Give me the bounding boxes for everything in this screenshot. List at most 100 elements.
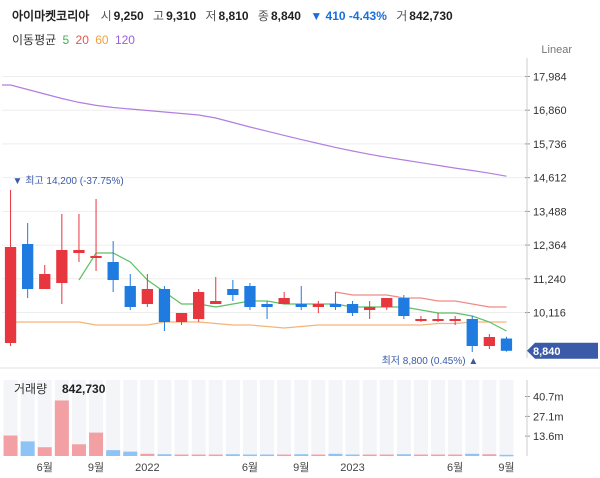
volume-bar — [174, 454, 189, 457]
volume-bar — [362, 454, 377, 457]
candle-body — [4, 247, 17, 343]
candle-body — [483, 337, 495, 346]
candle-down — [329, 292, 342, 310]
price-summary: 아이마켓코리아 시 9,250 고 9,310 저 8,810 종 8,840 ▼ 41… — [12, 7, 459, 24]
candle-up — [56, 214, 68, 304]
x-tick-label: 6월 — [242, 461, 258, 474]
volume-slot-bg — [396, 380, 411, 456]
volume-slot-bg — [123, 380, 138, 456]
high-label: 고 — [153, 9, 165, 23]
volume-bar — [465, 453, 480, 456]
volume-slot-bg — [106, 380, 121, 456]
volume-slot-bg — [37, 380, 52, 456]
volume-slot-bg — [157, 380, 172, 456]
ma5-legend: 5 — [62, 33, 70, 47]
candle-up — [141, 274, 153, 307]
candle-body — [261, 304, 273, 307]
candle-body — [295, 304, 307, 307]
x-tick-label: 6월 — [447, 461, 463, 474]
volume-slot-bg — [465, 380, 480, 456]
price-tick-label: 12,364 — [533, 240, 567, 252]
volume-label: 거 — [396, 9, 408, 23]
volume-bar — [71, 444, 86, 456]
volume-bar — [294, 454, 309, 456]
volume-bar — [277, 454, 292, 457]
open-value: 9,250 — [113, 9, 144, 23]
candle-body — [449, 319, 461, 321]
x-tick-label: 2022 — [135, 462, 159, 474]
volume-slot-bg — [20, 380, 35, 456]
price-tick-label: 15,736 — [533, 139, 567, 151]
volume-bar — [89, 432, 104, 456]
candle-down — [398, 295, 410, 319]
volume-bar — [20, 441, 35, 456]
volume-slot-bg — [71, 380, 86, 456]
candle-body — [500, 338, 513, 351]
volume-bar — [345, 454, 360, 457]
volume-bar — [448, 454, 463, 457]
candle-body — [364, 307, 376, 310]
volume-bar — [482, 454, 497, 456]
candle-body — [244, 286, 256, 307]
candle-down — [295, 286, 307, 310]
candle-down — [466, 316, 478, 352]
candle-up — [432, 313, 444, 322]
ma120-legend: 120 — [114, 33, 135, 47]
volume-slot-bg — [208, 380, 223, 456]
low-value: 8,810 — [218, 9, 249, 23]
volume-tick-label: 40.7m — [533, 392, 564, 404]
low-label: 저 — [205, 9, 217, 23]
candle-down — [22, 223, 34, 298]
volume-slot-bg — [294, 380, 309, 456]
moving-average-legend[interactable]: 이동평균 5 20 60 120 — [12, 31, 138, 48]
volume-tick-label: 13.6m — [533, 431, 564, 443]
volume-slot-bg — [242, 380, 257, 456]
volume-slot-bg — [448, 380, 463, 456]
open-label: 시 — [100, 9, 112, 23]
candle-body — [158, 289, 171, 322]
candle-body — [227, 289, 239, 295]
candle-body — [90, 256, 102, 258]
volume-bar — [157, 454, 172, 456]
ma20-legend: 20 — [75, 33, 89, 47]
volume-bar — [37, 447, 52, 456]
volume-bar — [191, 454, 206, 457]
candle-up — [312, 301, 324, 313]
candle-up — [278, 292, 290, 304]
ma20-line — [335, 291, 507, 308]
candle-down — [244, 283, 256, 310]
volume-slot-bg — [174, 380, 189, 456]
candle-down — [107, 241, 119, 292]
stock-name: 아이마켓코리아 — [12, 9, 90, 23]
candle-body — [398, 298, 410, 316]
volume-slot-bg — [311, 380, 326, 456]
volume-current: 842,730 — [62, 382, 106, 396]
candle-body — [141, 289, 153, 304]
volume-slot-bg — [225, 380, 240, 456]
volume-value: 842,730 — [409, 9, 453, 23]
candle-body — [210, 301, 222, 304]
volume-bar — [242, 454, 257, 457]
volume-bar — [396, 454, 411, 456]
ma120-line — [2, 84, 507, 177]
high-annotation: ▼ 최고 14,200 (-37.75%) — [13, 175, 124, 187]
close-value: 8,840 — [270, 9, 301, 23]
volume-bar — [140, 453, 155, 456]
price-tick-label: 10,116 — [533, 308, 566, 320]
volume-slot-bg — [431, 380, 446, 456]
volume-bar — [123, 451, 138, 456]
candle-body — [381, 298, 393, 307]
candle-body — [56, 250, 68, 283]
change-value: ▼ 410 -4.43% — [310, 9, 387, 23]
candle-down — [261, 301, 273, 319]
candle-down — [500, 336, 513, 352]
candle-body — [415, 319, 427, 321]
candle-body — [278, 298, 290, 304]
volume-slot-bg — [413, 380, 428, 456]
volume-slot-bg — [499, 380, 514, 456]
scale-mode-button[interactable]: Linear — [541, 44, 572, 56]
volume-slot-bg — [328, 380, 343, 456]
candle-up — [175, 313, 188, 325]
candle-body — [432, 319, 444, 321]
